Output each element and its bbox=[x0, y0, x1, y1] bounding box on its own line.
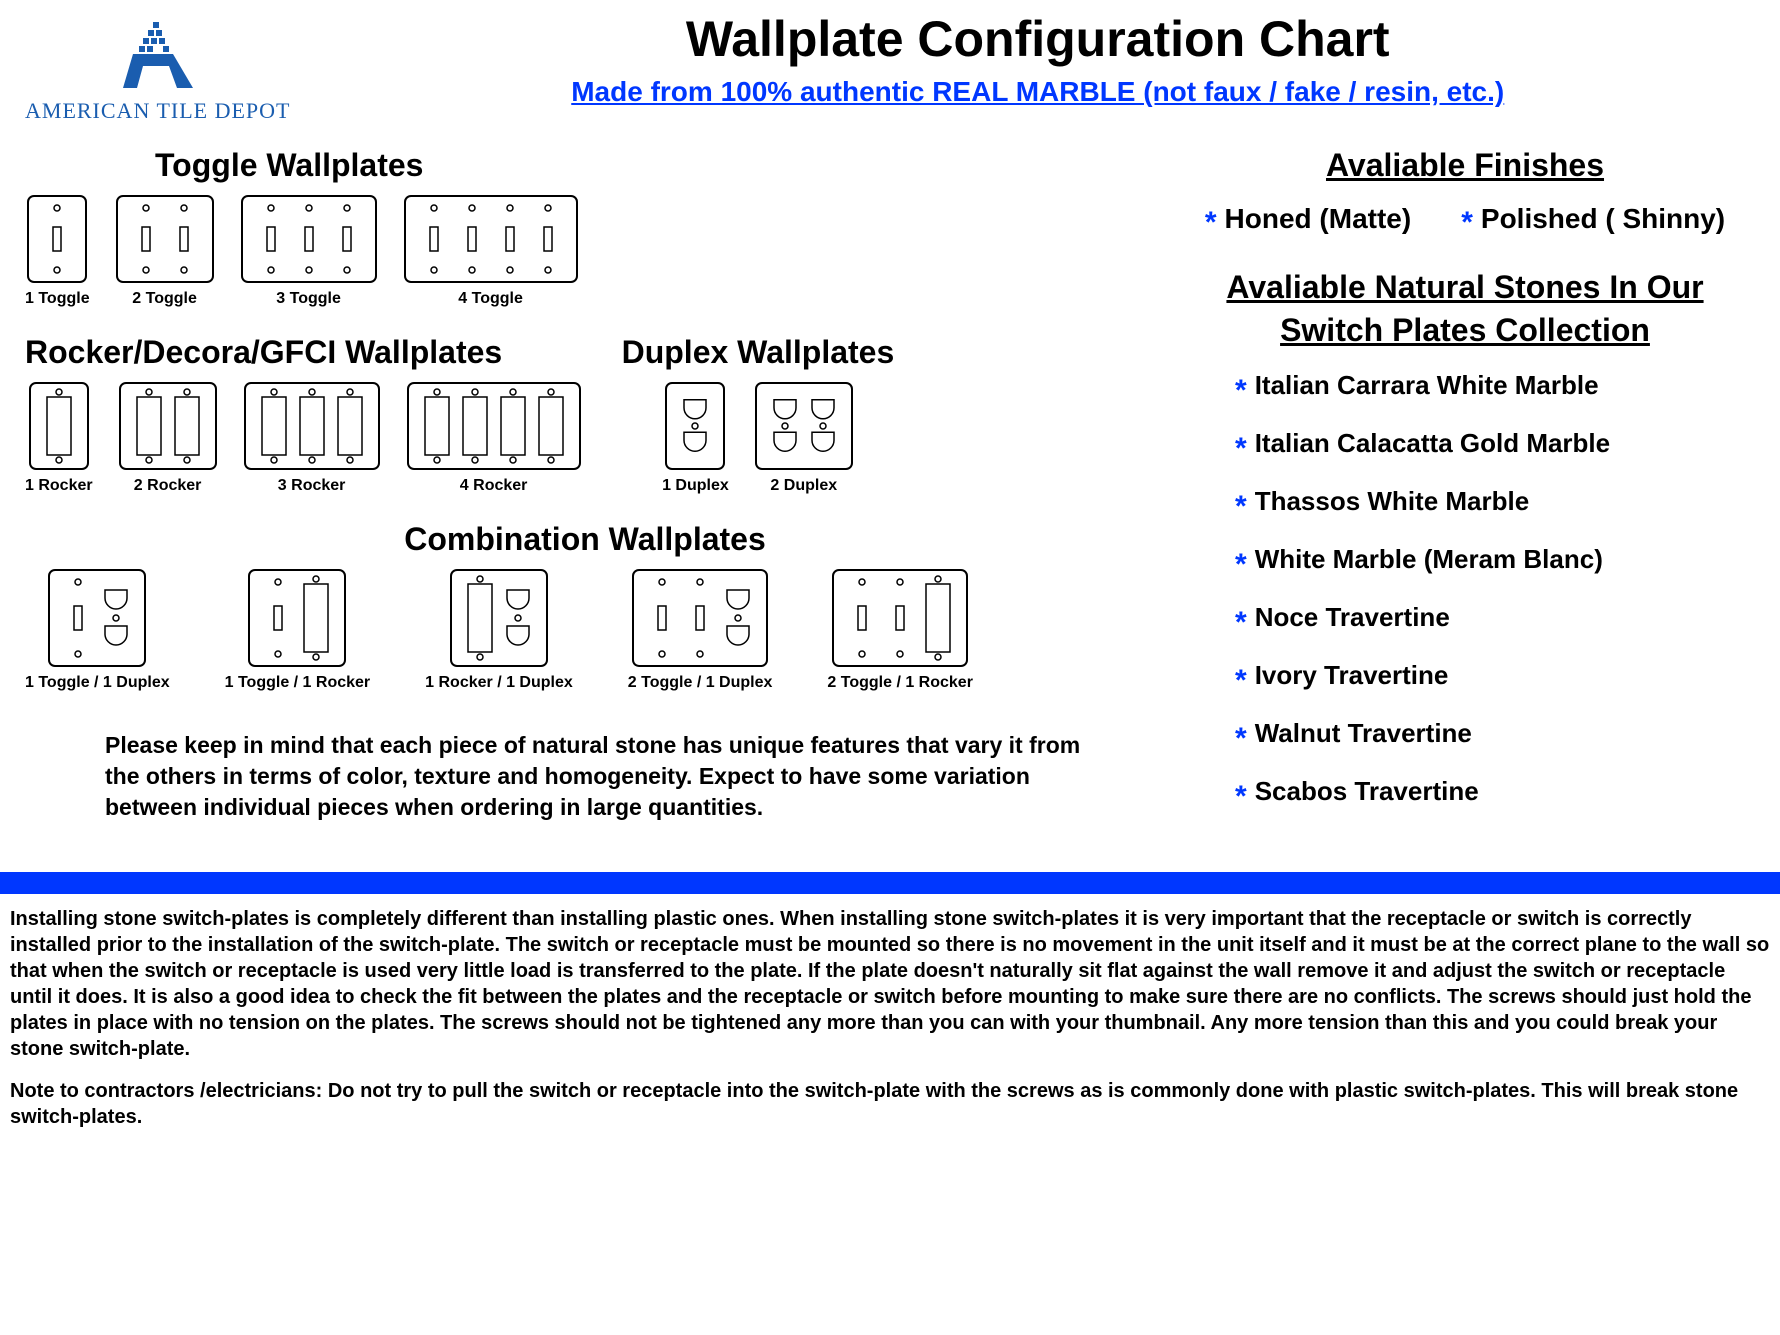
plate-label: 3 Rocker bbox=[278, 477, 346, 495]
stone-item: *Ivory Travertine bbox=[1235, 660, 1755, 694]
plate-label: 2 Rocker bbox=[134, 477, 202, 495]
plate-label: 1 Duplex bbox=[662, 477, 729, 495]
plate-item: 1 Duplex bbox=[662, 381, 729, 495]
bullet-icon: * bbox=[1235, 490, 1247, 524]
bullet-icon: * bbox=[1235, 722, 1247, 756]
bullet-icon: * bbox=[1235, 606, 1247, 640]
plate-label: 1 Toggle / 1 Duplex bbox=[25, 674, 170, 692]
disclaimer-text: Please keep in mind that each piece of n… bbox=[25, 710, 1145, 833]
bullet-icon: * bbox=[1235, 780, 1247, 814]
finishes-title: Avaliable Finishes bbox=[1175, 147, 1755, 184]
plate-item: 4 Rocker bbox=[406, 381, 582, 495]
instructions-p1: Installing stone switch-plates is comple… bbox=[10, 906, 1770, 1062]
plate-label: 1 Rocker bbox=[25, 477, 93, 495]
stone-item: *Walnut Travertine bbox=[1235, 718, 1755, 752]
plate-item: 2 Rocker bbox=[118, 381, 218, 495]
plate-item: 4 Toggle bbox=[403, 194, 579, 308]
stone-item: *Thassos White Marble bbox=[1235, 486, 1755, 520]
finishes-list: *Honed (Matte) *Polished ( Shinny) bbox=[1175, 202, 1755, 236]
instructions-p2: Note to contractors /electricians: Do no… bbox=[10, 1078, 1770, 1130]
stone-item: *Noce Travertine bbox=[1235, 602, 1755, 636]
plate-label: 2 Toggle bbox=[132, 290, 197, 308]
bullet-icon: * bbox=[1235, 548, 1247, 582]
logo-company-name: AMERICAN TILE DEPOT bbox=[25, 98, 290, 124]
page-title: Wallplate Configuration Chart bbox=[320, 10, 1755, 68]
toggle-title: Toggle Wallplates bbox=[25, 147, 1145, 184]
instructions: Installing stone switch-plates is comple… bbox=[0, 906, 1780, 1130]
rocker-title: Rocker/Decora/GFCI Wallplates bbox=[25, 334, 582, 371]
stone-item: *Italian Calacatta Gold Marble bbox=[1235, 428, 1755, 462]
plate-label: 4 Toggle bbox=[458, 290, 523, 308]
stone-item: *White Marble (Meram Blanc) bbox=[1235, 544, 1755, 578]
duplex-title: Duplex Wallplates bbox=[622, 334, 895, 371]
bullet-icon: * bbox=[1461, 206, 1473, 239]
plate-label: 1 Rocker / 1 Duplex bbox=[425, 674, 573, 692]
plate-item: 1 Rocker bbox=[25, 381, 93, 495]
combo-title: Combination Wallplates bbox=[25, 521, 1145, 558]
plate-item: 1 Toggle / 1 Duplex bbox=[25, 568, 170, 692]
duplex-section: Duplex Wallplates 1 Duplex 2 Duplex bbox=[622, 326, 895, 513]
plate-item: 1 Toggle bbox=[25, 194, 90, 308]
plate-label: 4 Rocker bbox=[460, 477, 528, 495]
plate-label: 2 Duplex bbox=[770, 477, 837, 495]
bullet-icon: * bbox=[1235, 432, 1247, 466]
stone-item: *Italian Carrara White Marble bbox=[1235, 370, 1755, 404]
plate-item: 1 Rocker / 1 Duplex bbox=[425, 568, 573, 692]
plate-label: 1 Toggle / 1 Rocker bbox=[225, 674, 371, 692]
bullet-icon: * bbox=[1235, 664, 1247, 698]
plate-label: 3 Toggle bbox=[276, 290, 341, 308]
finish-item: *Honed (Matte) bbox=[1205, 202, 1411, 236]
plate-label: 2 Toggle / 1 Rocker bbox=[827, 674, 973, 692]
header: AMERICAN TILE DEPOT Wallplate Configurat… bbox=[25, 10, 1755, 124]
bullet-icon: * bbox=[1205, 206, 1217, 239]
plate-label: 2 Toggle / 1 Duplex bbox=[628, 674, 773, 692]
rocker-section: Rocker/Decora/GFCI Wallplates 1 Rocker 2 … bbox=[25, 326, 582, 513]
plate-item: 2 Duplex bbox=[754, 381, 854, 495]
bullet-icon: * bbox=[1235, 374, 1247, 408]
stones-title: Avaliable Natural Stones In Our Switch P… bbox=[1175, 266, 1755, 352]
plate-item: 3 Toggle bbox=[240, 194, 378, 308]
plate-item: 2 Toggle / 1 Rocker bbox=[827, 568, 973, 692]
plate-item: 3 Rocker bbox=[243, 381, 381, 495]
logo-a-icon bbox=[103, 18, 213, 98]
plate-item: 2 Toggle / 1 Duplex bbox=[628, 568, 773, 692]
page-subtitle[interactable]: Made from 100% authentic REAL MARBLE (no… bbox=[320, 76, 1755, 108]
finish-item: *Polished ( Shinny) bbox=[1461, 202, 1725, 236]
stones-list: *Italian Carrara White Marble *Italian Ca… bbox=[1175, 370, 1755, 810]
logo: AMERICAN TILE DEPOT bbox=[25, 10, 290, 124]
plate-item: 2 Toggle bbox=[115, 194, 215, 308]
plate-item: 1 Toggle / 1 Rocker bbox=[225, 568, 371, 692]
combo-section: Combination Wallplates 1 Toggle / 1 Dupl… bbox=[25, 521, 1145, 692]
plate-label: 1 Toggle bbox=[25, 290, 90, 308]
stone-item: *Scabos Travertine bbox=[1235, 776, 1755, 810]
divider-bar bbox=[0, 872, 1780, 894]
toggle-section: Toggle Wallplates 1 Toggle 2 Toggle 3 Togg… bbox=[25, 147, 1145, 308]
